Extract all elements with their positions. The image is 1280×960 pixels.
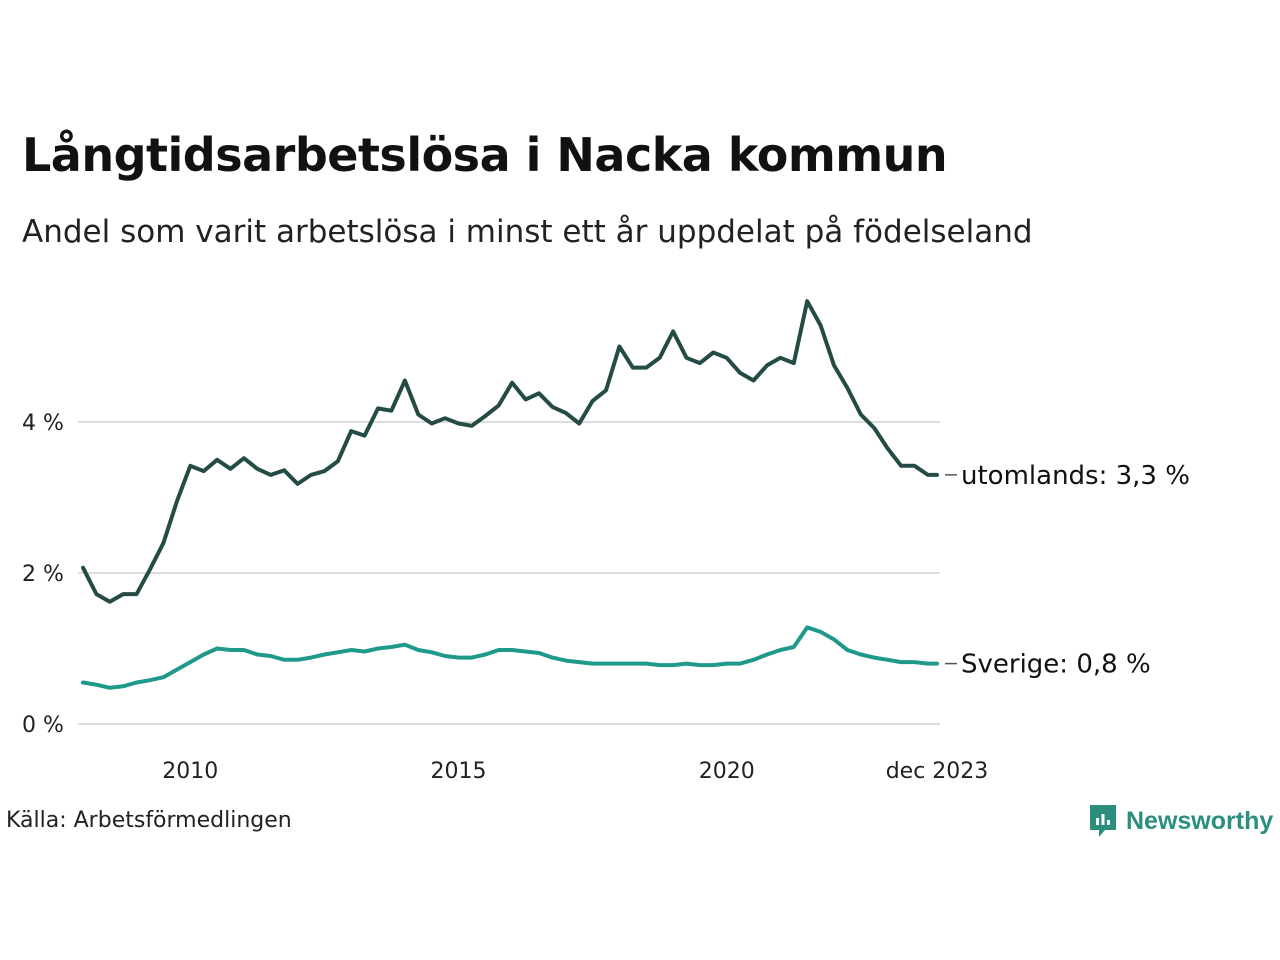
chart-subtitle: Andel som varit arbetslösa i minst ett å…: [22, 214, 1033, 250]
newsworthy-logo-icon: [1090, 805, 1116, 837]
x-axis: 2010 2015 2020 dec 2023: [162, 759, 988, 784]
series-line-utomlands: [81, 299, 939, 604]
y-tick-label: 2 %: [22, 562, 64, 587]
y-tick-label: 0 %: [22, 713, 64, 738]
series-end-labels: utomlands: 3,3 % Sverige: 0,8 %: [945, 461, 1190, 680]
y-axis: 0 % 2 % 4 %: [22, 411, 64, 738]
series-end-label: Sverige: 0,8 %: [961, 650, 1151, 680]
x-tick-label: 2010: [162, 759, 218, 784]
x-tick-label: dec 2023: [886, 759, 989, 784]
brand-logo[interactable]: Newsworthy: [1088, 803, 1273, 839]
source-note: Källa: Arbetsförmedlingen: [6, 808, 292, 833]
gridlines: [78, 421, 940, 725]
series-line-sverige: [81, 625, 939, 690]
brand-name: Newsworthy: [1126, 806, 1274, 835]
y-tick-label: 4 %: [22, 411, 64, 436]
x-tick-label: 2015: [431, 759, 487, 784]
series-end-label: utomlands: 3,3 %: [961, 461, 1190, 491]
chart-title: Långtidsarbetslösa i Nacka kommun: [22, 128, 948, 182]
series-lines: [81, 299, 939, 690]
x-tick-label: 2020: [699, 759, 755, 784]
